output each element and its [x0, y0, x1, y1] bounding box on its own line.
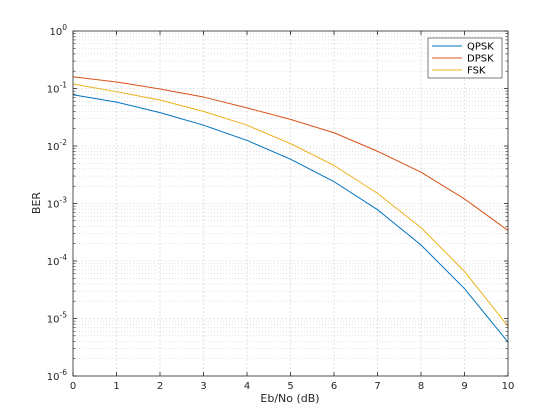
y-tick-label: 10-2: [47, 138, 67, 153]
legend-label-qpsk: QPSK: [467, 42, 494, 53]
ticks: [72, 30, 509, 377]
x-tick-label: 5: [287, 381, 293, 392]
x-axis-label: Eb/No (dB): [260, 392, 319, 405]
series-lines: [72, 76, 509, 343]
series-line-dpsk: [72, 76, 509, 231]
y-tick-label: 10-1: [47, 81, 67, 96]
x-tick-label: 3: [200, 381, 206, 392]
series-line-qpsk: [72, 94, 509, 343]
legend-label-dpsk: DPSK: [467, 54, 494, 65]
y-tick-label: 10-3: [47, 196, 67, 211]
y-tick-label: 100: [49, 23, 67, 38]
y-tick-label: 10-6: [47, 368, 67, 383]
x-tick-label: 0: [70, 381, 76, 392]
y-tick-labels: 100 10-1 10-2 10-3 10-4 10-5 10-6: [47, 23, 67, 383]
x-tick-labels: 0 1 2 3 4 5 6 7 8 9 10: [70, 381, 515, 392]
y-tick-label: 10-4: [47, 253, 67, 268]
x-tick-label: 6: [331, 381, 337, 392]
x-tick-label: 8: [418, 381, 424, 392]
x-tick-label: 10: [502, 381, 515, 392]
x-tick-label: 9: [461, 381, 467, 392]
series-line-fsk: [72, 83, 509, 327]
x-tick-label: 4: [244, 381, 250, 392]
legend-label-fsk: FSK: [467, 66, 486, 77]
x-tick-label: 7: [374, 381, 380, 392]
y-tick-label: 10-5: [47, 311, 67, 326]
x-tick-label: 2: [157, 381, 163, 392]
x-tick-label: 1: [113, 381, 119, 392]
y-axis-label: BER: [30, 192, 43, 214]
